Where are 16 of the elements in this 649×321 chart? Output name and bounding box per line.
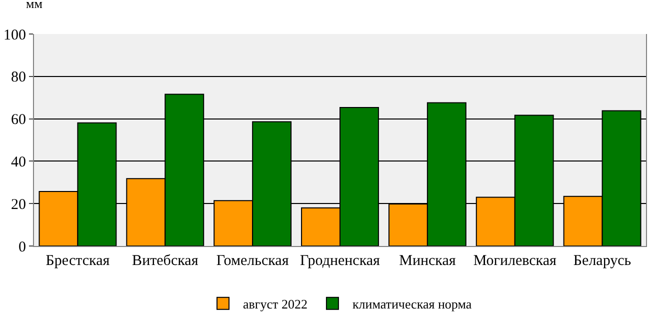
y-tick-label: 80 (11, 70, 26, 86)
y-axis-title: мм (26, 0, 42, 11)
y-tick-label: 60 (11, 112, 26, 128)
x-tick-label: Гродненская (300, 253, 380, 269)
legend-label: климатическая норма (352, 296, 472, 312)
x-tick-label: Витебская (132, 253, 198, 269)
x-tick-label: Могилевская (473, 253, 556, 269)
x-tick-label: Гомельская (216, 253, 289, 269)
x-tick-label: Беларусь (573, 253, 632, 269)
y-tick-label: 0 (18, 239, 26, 256)
legend-label: август 2022 (243, 296, 308, 312)
y-tick-label: 40 (11, 154, 26, 170)
y-tick-label: 100 (4, 27, 26, 44)
x-tick-label: Брестская (46, 253, 110, 269)
y-tick-label: 20 (11, 196, 26, 213)
x-tick-label: Минская (399, 253, 456, 269)
